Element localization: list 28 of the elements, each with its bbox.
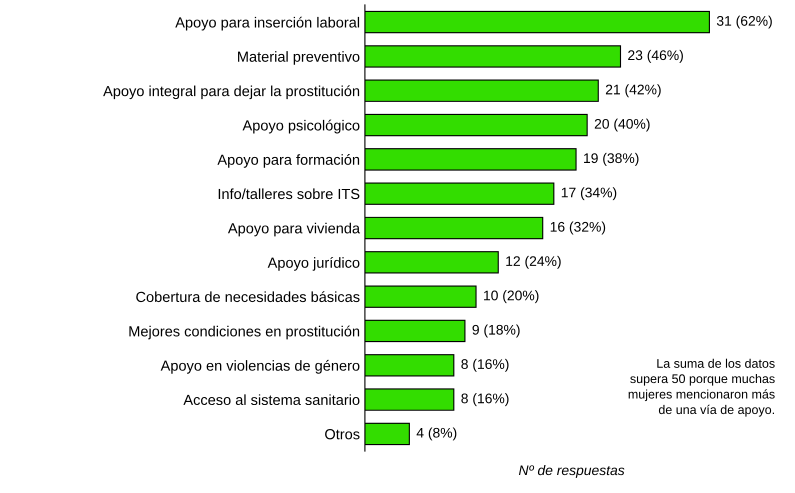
data-label: 21 (42%)	[606, 84, 661, 98]
y-tick-label: Apoyo jurídico	[268, 256, 360, 271]
y-tick-label: Apoyo para inserción laboral	[175, 16, 360, 30]
y-tick-label: Apoyo integral para dejar la prostitución	[103, 85, 360, 100]
data-label: 17 (34%)	[562, 187, 616, 200]
data-label: 23 (46%)	[628, 50, 683, 63]
y-tick-label: Apoyo para formación	[217, 154, 360, 168]
y-tick-label: Material preventivo	[238, 51, 360, 65]
y-tick-label: Apoyo para vivienda	[228, 222, 360, 236]
y-tick-label: Cobertura de necesidades básicas	[136, 291, 360, 302]
annotation: La suma de los datos supera 50 porque muchas mujeres mencionaron más de una vía de apoyo.	[628, 358, 775, 417]
y-tick-label: Mejores condiciones en prostitución	[129, 326, 360, 340]
data-label: 20 (40%)	[594, 118, 650, 132]
data-label: 31 (62%)	[716, 16, 772, 29]
y-tick-label: Apoyo en violencias de género	[160, 360, 360, 374]
data-label: 19 (38%)	[584, 152, 638, 166]
data-label: 12 (24%)	[506, 256, 561, 269]
data-label: 4 (8%)	[416, 427, 456, 440]
y-tick-label: Info/talleres sobre ITS	[218, 188, 360, 200]
data-label: 8 (16%)	[461, 393, 509, 406]
x-axis-title: Nº de respuestas	[518, 464, 624, 478]
y-tick-label: Acceso al sistema sanitario	[183, 394, 360, 406]
y-tick-label: Apoyo psicológico	[242, 120, 360, 134]
data-label: 9 (18%)	[472, 324, 520, 338]
data-label: 16 (32%)	[550, 222, 606, 234]
data-label: 8 (16%)	[461, 358, 509, 372]
y-tick-label: Otros	[325, 429, 360, 440]
data-label: 10 (20%)	[484, 290, 538, 304]
